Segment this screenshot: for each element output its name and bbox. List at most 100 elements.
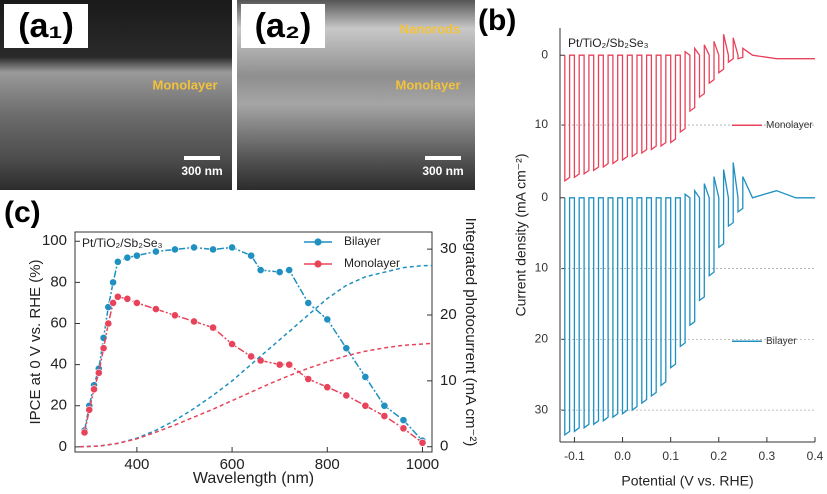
- y-tick-label: 40: [50, 356, 67, 373]
- data-point: [171, 245, 179, 254]
- data-point: [361, 401, 370, 410]
- y-tick-label: 100: [42, 232, 67, 249]
- data-point: [171, 311, 179, 320]
- y2-axis-label: Integrated photocurrent (mA cm⁻²): [462, 218, 479, 447]
- x-tick-label: 0.4: [807, 449, 824, 463]
- data-point: [275, 360, 284, 369]
- data-point: [123, 294, 132, 303]
- data-point: [342, 344, 351, 353]
- data-point: [104, 319, 113, 328]
- data-point: [209, 245, 217, 254]
- x-axis-label: Wavelength (nm): [193, 470, 314, 487]
- y-tick-label: 0: [59, 438, 67, 455]
- data-point: [361, 373, 370, 381]
- data-point: [342, 391, 351, 400]
- data-point: [228, 340, 236, 348]
- data-point: [323, 383, 332, 392]
- data-point: [247, 251, 256, 260]
- x-tick-label: 400: [124, 456, 149, 473]
- data-point: [123, 253, 132, 262]
- y-axis-label: Current density (mA cm⁻²): [513, 154, 529, 317]
- x-tick-label: 0.1: [662, 449, 679, 463]
- data-point: [285, 360, 294, 369]
- data-point: [99, 344, 108, 353]
- data-line: [564, 162, 815, 437]
- integrated-line: [79, 264, 432, 448]
- plot-frame: [74, 231, 433, 453]
- y-tick-label: 60: [50, 314, 67, 331]
- data-point: [304, 375, 313, 383]
- y-tick-label: 20: [535, 332, 549, 346]
- y2-tick-label: 10: [440, 372, 457, 389]
- y2-tick-label: 30: [440, 240, 457, 257]
- data-point: [109, 299, 117, 307]
- data-point: [94, 368, 103, 377]
- legend-label: Bilayer: [344, 234, 381, 248]
- x-tick-label: 600: [220, 456, 245, 473]
- data-point: [247, 352, 256, 361]
- data-point: [418, 438, 427, 447]
- data-point: [190, 243, 198, 252]
- data-point: [113, 292, 122, 301]
- data-point: [275, 268, 284, 276]
- ipce-line: [83, 295, 423, 444]
- x-tick-label: 0.2: [710, 449, 727, 463]
- data-point: [132, 251, 141, 260]
- panel-label: (c): [4, 196, 41, 229]
- legend-marker: [314, 238, 322, 246]
- data-point: [399, 416, 408, 425]
- inset-text: Pt/TiO₂/Sb₂Se₃: [82, 236, 163, 250]
- data-point: [109, 278, 117, 287]
- x-tick-label: 0.0: [614, 449, 631, 463]
- data-point: [152, 305, 160, 314]
- x-tick-label: 800: [315, 456, 340, 473]
- data-point: [399, 424, 408, 433]
- label-box: [241, 4, 325, 48]
- integrated-line: [79, 342, 433, 448]
- y-tick-label: 20: [50, 397, 67, 414]
- legend-label: Bilayer: [766, 336, 797, 347]
- data-point: [380, 401, 389, 410]
- y-tick-label: 30: [535, 402, 549, 416]
- x-tick-label: 0.3: [759, 449, 776, 463]
- y-tick-label: 80: [50, 273, 67, 290]
- data-point: [113, 257, 122, 266]
- ipce-line: [83, 246, 424, 442]
- panel-label: (a₂): [255, 7, 312, 45]
- label-box: [4, 4, 88, 48]
- data-point: [380, 412, 389, 420]
- annotation: Monolayer: [152, 77, 217, 92]
- data-line: [564, 34, 815, 183]
- x-axis-label: Potential (V vs. RHE): [621, 473, 753, 489]
- data-point: [304, 299, 313, 307]
- data-point: [132, 299, 141, 307]
- inset-text: Pt/TiO₂/Sb₂Se₃: [568, 36, 649, 50]
- y-tick-label: 0: [541, 47, 548, 61]
- scale-label: 300 nm: [422, 164, 463, 178]
- data-point: [80, 428, 89, 437]
- data-point: [190, 317, 198, 326]
- y-tick-label: 0: [541, 190, 548, 204]
- data-point: [228, 243, 236, 252]
- annotation: Monolayer: [395, 77, 460, 92]
- data-point: [209, 323, 217, 332]
- data-point: [256, 266, 265, 274]
- panel-label: (a₁): [18, 7, 74, 45]
- annotation: Nanorods: [400, 21, 461, 36]
- data-point: [285, 266, 294, 274]
- y-axis-label: IPCE at 0 V vs. RHE (%): [27, 259, 44, 424]
- scale-label: 300 nm: [181, 164, 222, 178]
- scale-bar: [184, 156, 220, 160]
- legend-marker: [314, 260, 322, 268]
- data-point: [323, 315, 332, 324]
- data-point: [85, 405, 94, 414]
- legend-label: Monolayer: [766, 120, 813, 131]
- x-tick-label: -0.1: [564, 449, 585, 463]
- data-point: [90, 385, 98, 394]
- y-tick-label: 10: [535, 117, 549, 131]
- legend-label: Monolayer: [344, 256, 400, 270]
- scale-bar: [425, 156, 461, 160]
- panel-label: (b): [478, 4, 516, 37]
- y2-tick-label: 0: [440, 438, 448, 455]
